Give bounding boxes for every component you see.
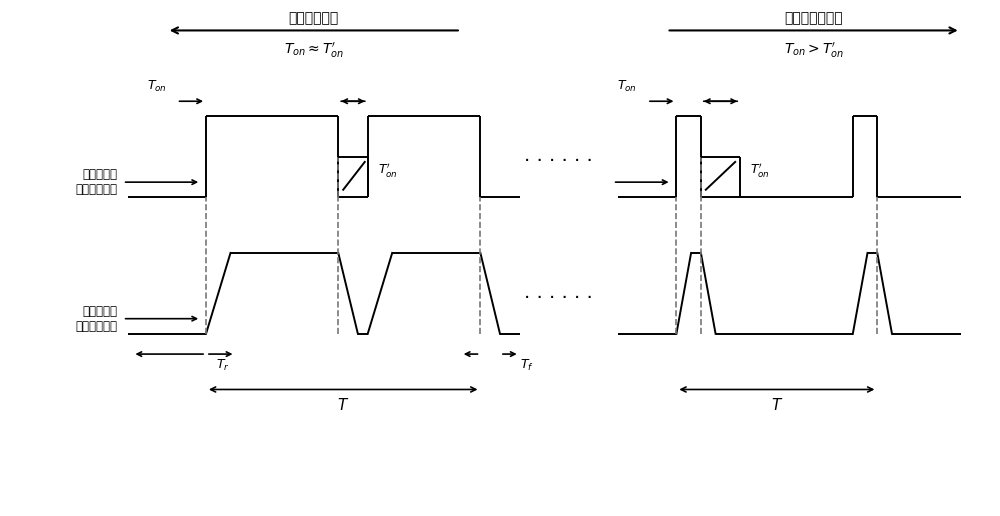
Text: $T$: $T$ [771, 397, 783, 413]
Text: $T_f$: $T_f$ [520, 358, 533, 374]
Text: $T_{on}$: $T_{on}$ [147, 78, 167, 93]
Text: 器件实际导
通、关断波形: 器件实际导 通、关断波形 [76, 304, 118, 333]
Text: $T$: $T$ [337, 397, 349, 413]
Text: 器件理想导
通、关断波形: 器件理想导 通、关断波形 [76, 168, 118, 196]
Text: · · · · · ·: · · · · · · [524, 288, 593, 308]
Text: 电网电压过零点: 电网电压过零点 [784, 11, 843, 25]
Text: $T_{on} > T_{on}^{\prime}$: $T_{on} > T_{on}^{\prime}$ [784, 41, 844, 60]
Text: $T_r$: $T_r$ [216, 358, 230, 374]
Text: $T_{on}^{\prime}$: $T_{on}^{\prime}$ [750, 160, 770, 179]
Text: $T_{on}^{\prime}$: $T_{on}^{\prime}$ [378, 160, 397, 179]
Text: · · · · · ·: · · · · · · [524, 152, 593, 171]
Text: 电网电压峰值: 电网电压峰值 [289, 11, 339, 25]
Text: $T_{on}$: $T_{on}$ [617, 78, 637, 93]
Text: $T_{on} \approx T_{on}^{\prime}$: $T_{on} \approx T_{on}^{\prime}$ [284, 41, 344, 60]
